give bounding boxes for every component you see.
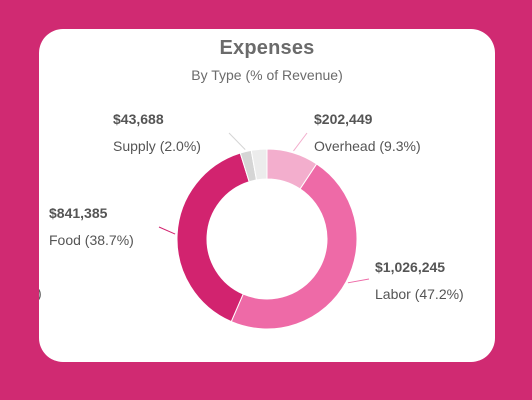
data-label-labor-name: Labor (47.2%)	[375, 286, 464, 302]
data-label-food-name: Food (38.7%)	[49, 232, 134, 248]
donut-slices	[176, 148, 358, 330]
data-label-cropped: )	[39, 285, 42, 301]
slice-remaining	[250, 148, 268, 181]
leader-line-food	[158, 226, 176, 235]
slice-labor	[230, 163, 358, 330]
leader-line-overhead	[293, 132, 308, 152]
leader-line-labor	[347, 278, 370, 284]
data-label-supply-value: $43,688	[113, 111, 164, 127]
chart-card: Expenses By Type (% of Revenue) $202,449…	[39, 29, 495, 362]
data-label-overhead-name: Overhead (9.3%)	[314, 138, 421, 154]
data-label-supply-name: Supply (2.0%)	[113, 138, 201, 154]
data-label-labor-value: $1,026,245	[375, 259, 445, 275]
chart-title: Expenses	[219, 37, 315, 59]
leader-line-supply	[228, 132, 246, 150]
slice-food	[176, 152, 250, 323]
leader-lines	[158, 132, 370, 284]
data-label-overhead-value: $202,449	[314, 111, 373, 127]
data-label-food-value: $841,385	[49, 205, 108, 221]
donut-chart: $202,449 Overhead (9.3%) $1,026,245 Labo…	[39, 111, 464, 330]
chart-subtitle: By Type (% of Revenue)	[191, 67, 343, 83]
